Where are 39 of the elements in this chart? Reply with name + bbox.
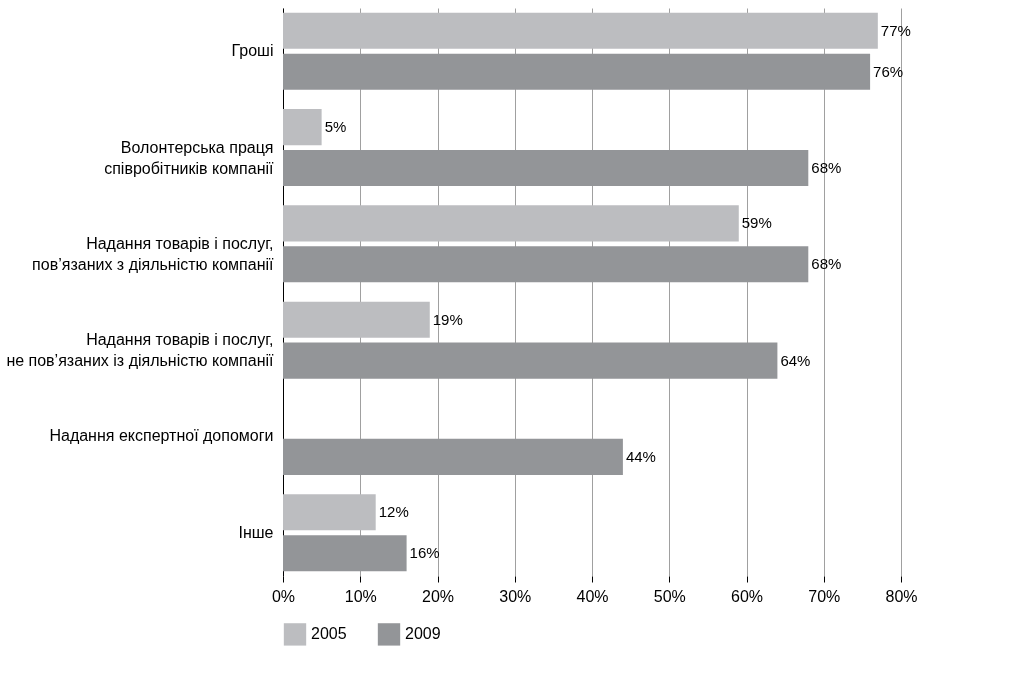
y-tick-label: Надання товарів і послуг, не пов’язаних із діяльністю компанії <box>6 331 275 370</box>
y-tick-label: Волонтерська праця співробітників компанії <box>104 138 275 177</box>
data-label: 19% <box>432 310 463 328</box>
bar <box>283 494 376 531</box>
legend-label: 2005 <box>311 625 347 643</box>
bar <box>283 535 407 572</box>
data-label: 76% <box>873 62 904 80</box>
data-label: 68% <box>811 159 842 177</box>
data-label: 16% <box>409 544 440 562</box>
bar <box>283 109 322 146</box>
y-tick-label: Інше <box>238 523 274 541</box>
bar <box>283 205 739 242</box>
data-label: 64% <box>780 351 811 369</box>
data-label: 59% <box>741 214 772 232</box>
y-tick-label: Надання товарів і послуг, пов’язаних з діяльністю компанії <box>32 234 275 273</box>
x-tick-label: 80% <box>885 587 918 605</box>
x-tick-label: 60% <box>730 587 764 605</box>
x-tick-label: 40% <box>576 587 609 605</box>
x-tick-label: 0% <box>271 587 296 605</box>
bar <box>283 12 878 49</box>
y-tick-label: Надання експертної допомоги <box>49 427 274 445</box>
x-tick-label: 10% <box>344 587 377 605</box>
bar <box>283 438 623 475</box>
data-label: 77% <box>880 21 911 39</box>
y-tick-label: Гроші <box>231 42 274 60</box>
bar <box>283 150 809 187</box>
bar <box>283 342 778 379</box>
x-tick-label: 50% <box>653 587 686 605</box>
data-label: 5% <box>324 118 347 136</box>
bar <box>283 53 871 90</box>
legend-label: 2009 <box>405 625 441 643</box>
x-tick-label: 70% <box>808 587 841 605</box>
x-tick-label: 20% <box>421 587 455 605</box>
bar <box>283 301 430 338</box>
bar <box>283 246 809 283</box>
data-label: 44% <box>625 447 656 465</box>
data-label: 12% <box>378 503 409 521</box>
data-label: 68% <box>811 255 842 273</box>
x-tick-label: 30% <box>499 587 532 605</box>
